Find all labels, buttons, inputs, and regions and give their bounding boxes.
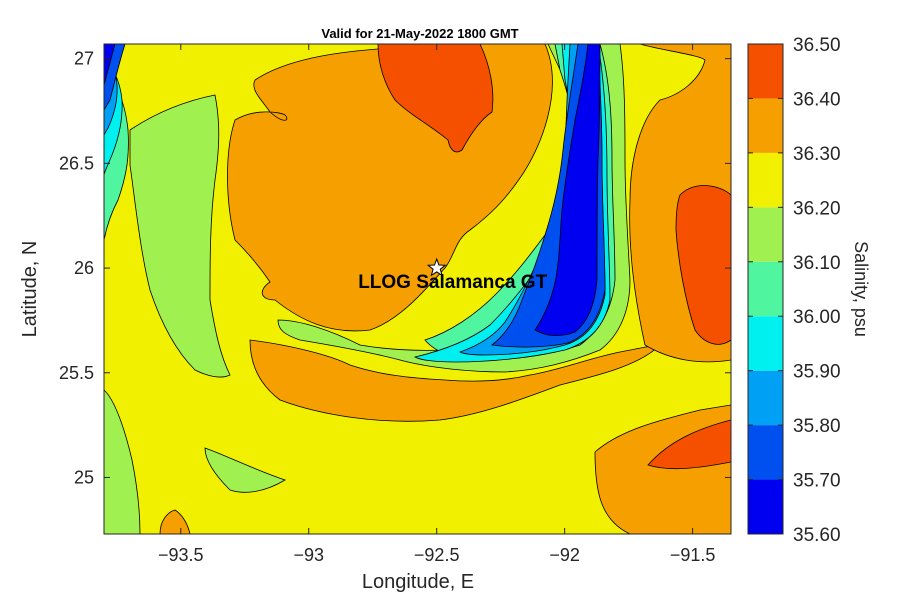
x-tick-label: −93.5 (158, 545, 204, 565)
contour-band-36.1-36.2 (129, 94, 231, 378)
colorbar-swatch (748, 207, 783, 262)
contour-band-36.4-36.5 (647, 419, 731, 470)
y-tick-label: 25.5 (59, 363, 94, 383)
colorbar-tick-label: 35.80 (793, 416, 841, 437)
x-axis-label: Longitude, E (362, 571, 474, 593)
colorbar-tick-label: 36.50 (793, 35, 841, 56)
colorbar-label: Salinity, psu (851, 241, 871, 337)
y-axis-label: Latitude, N (19, 241, 41, 338)
colorbar: 35.60 35.70 35.80 35.90 36.00 36.10 36.20 36.30… (748, 35, 841, 546)
colorbar-tick-label: 35.90 (793, 362, 841, 383)
colorbar-tick-label: 35.70 (793, 471, 841, 492)
x-tick-label: −92 (549, 545, 580, 565)
colorbar-swatch (748, 316, 783, 371)
contour-plot-area (104, 44, 731, 534)
site-label: LLOG Salamanca GT (358, 272, 547, 293)
x-tick-label: −91.5 (670, 545, 716, 565)
y-tick-label: 26.5 (59, 153, 94, 173)
colorbar-tick-label: 35.60 (793, 525, 841, 546)
contour-band-36.4-36.5 (675, 185, 731, 345)
plot-frame (103, 43, 732, 535)
colorbar-swatch (748, 261, 783, 317)
colorbar-swatch (748, 152, 783, 208)
colorbar-tick-label: 36.00 (793, 307, 841, 328)
contour-band-36.1-36.2 (104, 389, 141, 534)
colorbar-frame (747, 43, 784, 535)
colorbar-swatch (748, 44, 783, 99)
contour-band-36.1-36.2 (204, 447, 286, 493)
colorbar-tick-label: 36.20 (793, 198, 841, 219)
colorbar-swatch (748, 98, 783, 153)
y-tick-label: 25 (74, 467, 94, 487)
chart-title: Valid for 21-May-2022 1800 GMT (321, 26, 518, 41)
y-axis: 25 25.5 26 26.5 27 (59, 49, 731, 487)
colorbar-tick-label: 36.40 (793, 89, 841, 110)
x-tick-label: −92.5 (414, 545, 460, 565)
x-axis: −93.5 −93 −92.5 −92 −91.5 (158, 44, 715, 565)
y-tick-label: 27 (74, 49, 94, 69)
colorbar-tick-label: 36.30 (793, 144, 841, 165)
star-marker-icon (426, 257, 447, 277)
colorbar-tick-label: 36.10 (793, 253, 841, 274)
contour-band-36.4-36.5 (377, 44, 494, 153)
colorbar-swatch (748, 370, 783, 426)
colorbar-swatch (748, 479, 783, 534)
y-tick-label: 26 (74, 258, 94, 278)
colorbar-swatch (748, 425, 783, 480)
contour-band-36.3-36.4 (159, 509, 191, 534)
site-annotation: LLOG Salamanca GT (358, 257, 548, 293)
x-tick-label: −93 (293, 545, 324, 565)
